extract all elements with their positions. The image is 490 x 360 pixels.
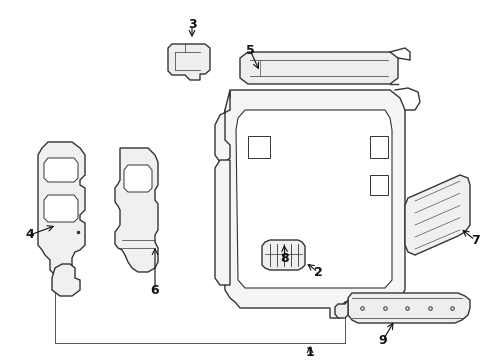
Polygon shape: [52, 264, 80, 296]
Text: 8: 8: [281, 252, 289, 265]
Polygon shape: [405, 175, 470, 255]
Polygon shape: [348, 293, 470, 323]
Polygon shape: [215, 160, 230, 285]
Text: 7: 7: [470, 234, 479, 247]
Polygon shape: [38, 142, 85, 275]
Polygon shape: [115, 148, 158, 272]
Polygon shape: [220, 90, 405, 318]
Text: 9: 9: [379, 333, 387, 346]
Polygon shape: [236, 110, 392, 288]
Text: 4: 4: [25, 229, 34, 242]
Polygon shape: [124, 165, 152, 192]
Polygon shape: [240, 52, 398, 84]
Text: 1: 1: [306, 346, 315, 360]
Polygon shape: [262, 240, 305, 270]
Text: 5: 5: [245, 44, 254, 57]
Text: 6: 6: [151, 284, 159, 297]
Polygon shape: [335, 300, 348, 318]
Polygon shape: [44, 158, 78, 182]
Text: 3: 3: [188, 18, 196, 31]
Polygon shape: [168, 44, 210, 80]
Text: 2: 2: [314, 266, 322, 279]
Polygon shape: [215, 90, 230, 162]
Polygon shape: [44, 195, 78, 222]
